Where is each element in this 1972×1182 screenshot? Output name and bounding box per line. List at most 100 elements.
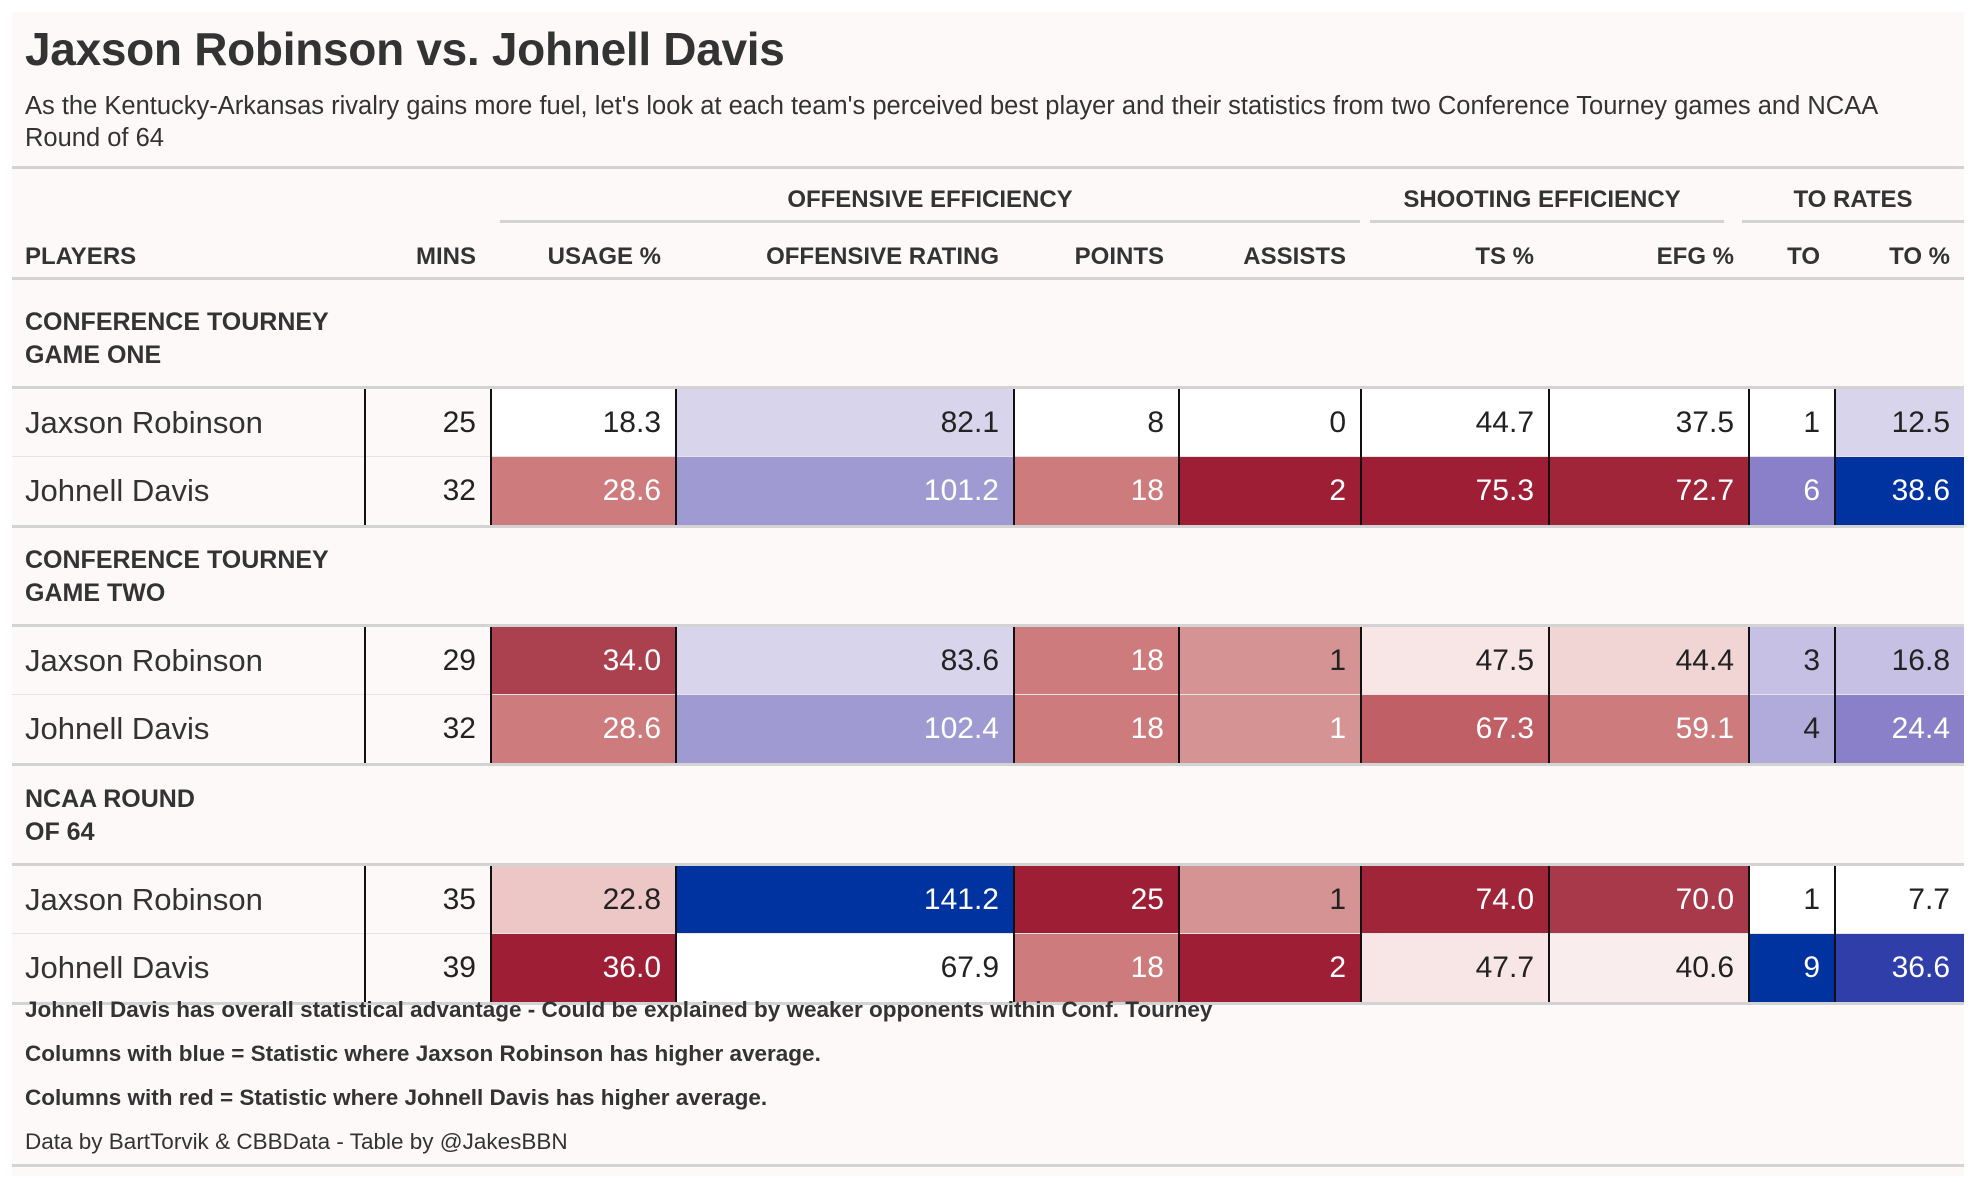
usage-cell: 28.6 [492, 695, 675, 763]
mins-cell: 29 [442, 644, 476, 677]
col-header-offensive-rating: OFFENSIVE RATING [766, 243, 999, 270]
row-separator [12, 456, 1964, 457]
table-row: Jaxson Robinson 25 18.3 82.1 8 0 44.7 37.5 1 12.5 [12, 389, 1964, 457]
usage-cell: 36.0 [492, 934, 675, 1002]
efg-cell: 72.7 [1550, 457, 1748, 525]
column-divider [490, 866, 492, 1002]
to-pct-cell: 38.6 [1836, 457, 1964, 525]
column-divider [675, 866, 677, 1002]
table-row: Jaxson Robinson 29 34.0 83.6 18 1 47.5 44.4 3 16.… [12, 627, 1964, 695]
ts-cell: 75.3 [1362, 457, 1548, 525]
table-row: Johnell Davis 39 36.0 67.9 18 2 47.7 40.6 9 36.6 [12, 934, 1964, 1002]
header-bottom-rule [12, 277, 1964, 280]
column-divider [1178, 866, 1180, 1002]
column-divider [1548, 389, 1550, 525]
group-rule [12, 624, 1964, 627]
note-overall-advantage: Johnell Davis has overall statistical ad… [25, 997, 1213, 1022]
column-divider [1748, 627, 1750, 763]
column-divider [675, 389, 677, 525]
ts-cell: 67.3 [1362, 695, 1548, 763]
spanner-offensive-efficiency: OFFENSIVE EFFICIENCY [787, 186, 1073, 213]
spanner-rule-offensive [500, 220, 1360, 223]
column-divider [1548, 627, 1550, 763]
column-divider [1834, 627, 1836, 763]
to-cell: 4 [1750, 695, 1834, 763]
mins-cell: 32 [442, 712, 476, 745]
row-separator [12, 694, 1964, 695]
efg-cell: 70.0 [1550, 866, 1748, 934]
spanner-rule-to-rates [1742, 220, 1964, 223]
column-divider [490, 389, 492, 525]
offensive-rating-cell: 141.2 [677, 866, 1013, 934]
spanner-rule-shooting [1370, 220, 1724, 223]
spanner-to-rates: TO RATES [1793, 186, 1913, 213]
usage-cell: 34.0 [492, 627, 675, 695]
to-cell: 1 [1750, 389, 1834, 457]
header-top-rule [12, 166, 1964, 169]
player-name-cell: Jaxson Robinson [25, 405, 263, 440]
ts-cell: 74.0 [1362, 866, 1548, 934]
col-header-efg: EFG % [1656, 243, 1734, 270]
points-cell: 25 [1015, 866, 1178, 934]
points-cell: 18 [1015, 934, 1178, 1002]
note-red-legend: Columns with red = Statistic where Johne… [25, 1085, 768, 1110]
assists-cell: 2 [1180, 457, 1360, 525]
column-divider [490, 627, 492, 763]
mins-cell: 25 [442, 406, 476, 439]
col-header-assists: ASSISTS [1243, 243, 1346, 270]
column-divider [364, 627, 366, 763]
column-divider [1013, 389, 1015, 525]
group-label-line: OF 64 [25, 818, 95, 846]
to-pct-cell: 36.6 [1836, 934, 1964, 1002]
efg-cell: 40.6 [1550, 934, 1748, 1002]
group-bottom-rule [12, 525, 1964, 528]
spanner-shooting-efficiency: SHOOTING EFFICIENCY [1403, 186, 1681, 213]
source-credit: Data by BartTorvik & CBBData - Table by … [25, 1129, 568, 1154]
column-divider [1548, 866, 1550, 1002]
footer-rule [12, 1164, 1964, 1167]
efg-cell: 44.4 [1550, 627, 1748, 695]
assists-cell: 0 [1180, 389, 1360, 457]
player-name-cell: Jaxson Robinson [25, 643, 263, 678]
col-header-ts: TS % [1475, 243, 1534, 270]
column-divider [1178, 389, 1180, 525]
group-bottom-rule [12, 763, 1964, 766]
player-name-cell: Johnell Davis [25, 711, 210, 746]
group-rule [12, 863, 1964, 866]
col-header-players: PLAYERS [25, 243, 137, 270]
table-row: Johnell Davis 32 28.6 102.4 18 1 67.3 59.1 4 24.4 [12, 695, 1964, 763]
table-row: Johnell Davis 32 28.6 101.2 18 2 75.3 72.7 6 38.6 [12, 457, 1964, 525]
points-cell: 18 [1015, 695, 1178, 763]
points-cell: 18 [1015, 627, 1178, 695]
group-label-line: GAME TWO [25, 579, 166, 607]
column-divider [1360, 389, 1362, 525]
assists-cell: 2 [1180, 934, 1360, 1002]
to-cell: 3 [1750, 627, 1834, 695]
column-divider [1013, 627, 1015, 763]
column-divider [1834, 866, 1836, 1002]
to-cell: 6 [1750, 457, 1834, 525]
to-pct-cell: 24.4 [1836, 695, 1964, 763]
group-label: CONFERENCE TOURNEY GAME TWO [25, 544, 329, 610]
points-cell: 8 [1015, 389, 1178, 457]
to-cell: 1 [1750, 866, 1834, 934]
player-name-cell: Johnell Davis [25, 473, 210, 508]
group-label: CONFERENCE TOURNEY GAME ONE [25, 306, 329, 372]
efg-cell: 37.5 [1550, 389, 1748, 457]
ts-cell: 47.7 [1362, 934, 1548, 1002]
to-pct-cell: 7.7 [1836, 866, 1964, 934]
column-divider [1834, 389, 1836, 525]
column-divider [1360, 627, 1362, 763]
player-name-cell: Jaxson Robinson [25, 882, 263, 917]
offensive-rating-cell: 83.6 [677, 627, 1013, 695]
usage-cell: 22.8 [492, 866, 675, 934]
group-label: NCAA ROUND OF 64 [25, 783, 195, 849]
col-header-mins: MINS [416, 243, 476, 270]
offensive-rating-cell: 82.1 [677, 389, 1013, 457]
page-subtitle: As the Kentucky-Arkansas rivalry gains m… [25, 92, 1877, 152]
table-container: Jaxson Robinson vs. Johnell Davis As the… [12, 12, 1964, 1176]
col-header-usage: USAGE % [547, 243, 661, 270]
group-rule [12, 386, 1964, 389]
row-separator [12, 933, 1964, 934]
column-divider [1748, 866, 1750, 1002]
